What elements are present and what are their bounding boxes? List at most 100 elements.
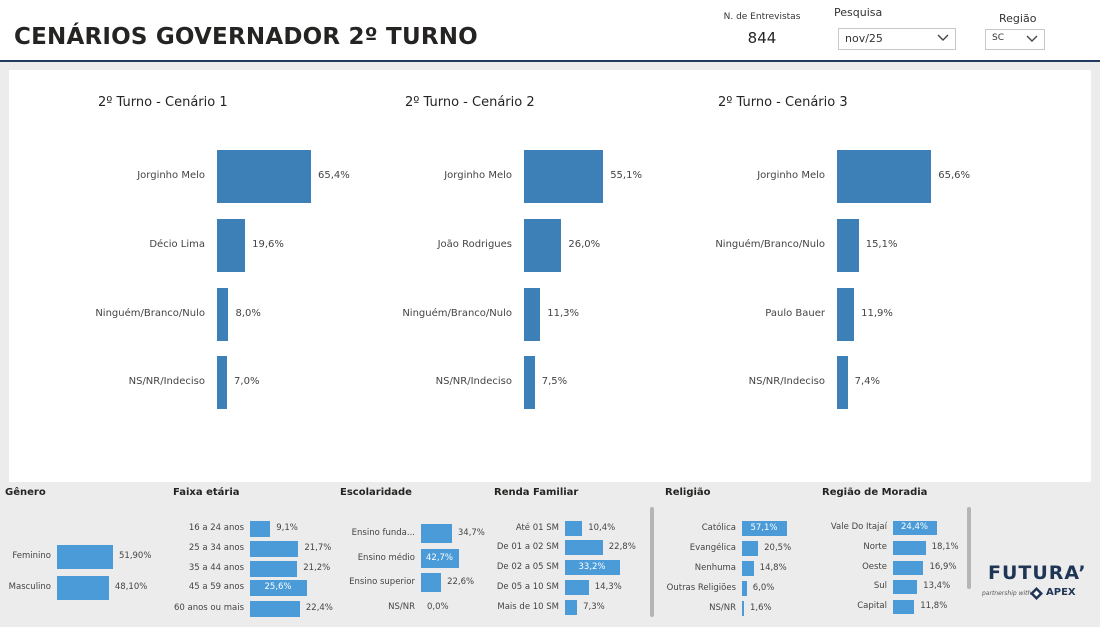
bar — [524, 288, 541, 341]
category-label: NS/NR — [388, 601, 415, 612]
category-label: NS/NR/Indeciso — [748, 375, 825, 387]
pesquisa-label: Pesquisa — [834, 6, 883, 19]
apex-logo-text: APEX — [1046, 587, 1076, 598]
category-label: Feminino — [12, 551, 51, 561]
category-label: Décio Lima — [149, 238, 205, 250]
value-label: 33,2% — [578, 561, 606, 572]
religiao-scrollbar[interactable] — [650, 507, 654, 617]
category-label: Evangélica — [689, 542, 736, 553]
category-label: 16 a 24 anos — [188, 523, 244, 533]
pesquisa-dropdown[interactable]: nov/25 — [838, 28, 956, 50]
bar — [250, 601, 300, 617]
section-title: Região de Moradia — [822, 487, 928, 498]
value-label: 14,8% — [759, 562, 787, 573]
category-label: Até 01 SM — [515, 522, 559, 533]
category-label: NS/NR/Indeciso — [435, 375, 512, 387]
category-label: 35 a 44 anos — [188, 563, 244, 573]
chart-title: 2º Turno - Cenário 3 — [718, 95, 848, 110]
value-label: 51,90% — [119, 551, 152, 561]
category-label: Católica — [701, 522, 736, 533]
category-label: 45 a 59 anos — [188, 582, 244, 592]
section-title: Escolaridade — [340, 487, 412, 498]
bar — [742, 521, 787, 536]
category-label: Nenhuma — [694, 562, 736, 573]
bar — [250, 580, 307, 596]
bar — [524, 356, 535, 409]
value-label: 22,6% — [447, 576, 475, 587]
category-label: De 05 a 10 SM — [496, 581, 559, 592]
category-label: Vale Do Itajaí — [830, 522, 887, 532]
bar — [217, 150, 311, 203]
bar — [893, 600, 915, 614]
value-label: 0,0% — [427, 601, 449, 612]
chevron-down-icon — [1026, 35, 1038, 42]
category-label: Ensino funda... — [351, 527, 415, 538]
header-bar: CENÁRIOS GOVERNADOR 2º TURNO N. de Entre… — [0, 0, 1100, 62]
bar — [893, 561, 924, 575]
value-label: 6,0% — [752, 582, 775, 593]
category-label: Norte — [863, 542, 887, 552]
category-label: Ensino médio — [357, 552, 415, 563]
scenarios-panel — [9, 70, 1091, 482]
value-label: 22,8% — [608, 541, 636, 552]
bar — [524, 219, 562, 272]
value-label: 16,9% — [929, 562, 957, 572]
value-label: 19,6% — [252, 238, 284, 250]
value-label: 7,5% — [541, 375, 568, 387]
value-label: 20,5% — [764, 542, 792, 553]
value-label: 24,4% — [901, 522, 929, 532]
partnership-text: partnership with — [982, 590, 1032, 597]
category-label: Ninguém/Branco/Nulo — [95, 307, 205, 319]
value-label: 22,4% — [305, 603, 333, 613]
category-label: Jorginho Melo — [757, 169, 825, 181]
category-label: De 02 a 05 SM — [496, 561, 559, 572]
bar — [565, 560, 620, 575]
bar — [837, 356, 848, 409]
bar — [742, 541, 759, 556]
category-label: Jorginho Melo — [137, 169, 205, 181]
bar — [893, 580, 918, 594]
value-label: 65,6% — [938, 169, 971, 181]
category-label: NS/NR/Indeciso — [128, 375, 205, 387]
value-label: 57,1% — [750, 522, 778, 533]
section-title: Gênero — [5, 487, 46, 498]
futura-logo: FUTURA’ — [988, 562, 1087, 584]
category-label: Capital — [857, 601, 887, 611]
value-label: 11,8% — [920, 601, 948, 611]
chevron-down-icon — [937, 34, 949, 41]
category-label: Ensino superior — [349, 576, 415, 587]
section-title: Faixa etária — [173, 487, 240, 498]
value-label: 21,7% — [304, 543, 332, 553]
regiao-label: Região — [999, 12, 1037, 25]
category-label: De 01 a 02 SM — [496, 541, 559, 552]
category-label: NS/NR — [709, 602, 736, 613]
pesquisa-value: nov/25 — [845, 32, 883, 45]
bar — [250, 561, 298, 577]
bar — [742, 601, 744, 616]
interviews-label: N. de Entrevistas — [723, 12, 801, 22]
category-label: 60 anos ou mais — [173, 603, 244, 613]
bar — [742, 561, 754, 576]
value-label: 42,7% — [426, 552, 454, 563]
regiao-dropdown[interactable]: SC — [985, 29, 1045, 50]
value-label: 7,0% — [234, 375, 260, 387]
category-label: Mais de 10 SM — [497, 601, 559, 612]
chart-title: 2º Turno - Cenário 2 — [405, 95, 535, 110]
value-label: 18,1% — [931, 542, 959, 552]
bar — [217, 356, 228, 409]
bar — [565, 600, 578, 615]
value-label: 7,3% — [583, 601, 605, 612]
value-label: 65,4% — [318, 169, 350, 181]
regiao-moradia-scrollbar[interactable] — [967, 507, 971, 589]
value-label: 21,2% — [303, 563, 331, 573]
interviews-value: 844 — [747, 29, 777, 47]
value-label: 11,3% — [547, 307, 580, 319]
value-label: 25,6% — [264, 582, 292, 592]
bar — [565, 580, 589, 595]
bar — [421, 549, 459, 568]
bar — [57, 576, 109, 600]
bar — [57, 545, 113, 569]
bar — [524, 150, 604, 203]
value-label: 15,1% — [865, 238, 898, 250]
apex-diamond-icon — [1030, 587, 1043, 600]
